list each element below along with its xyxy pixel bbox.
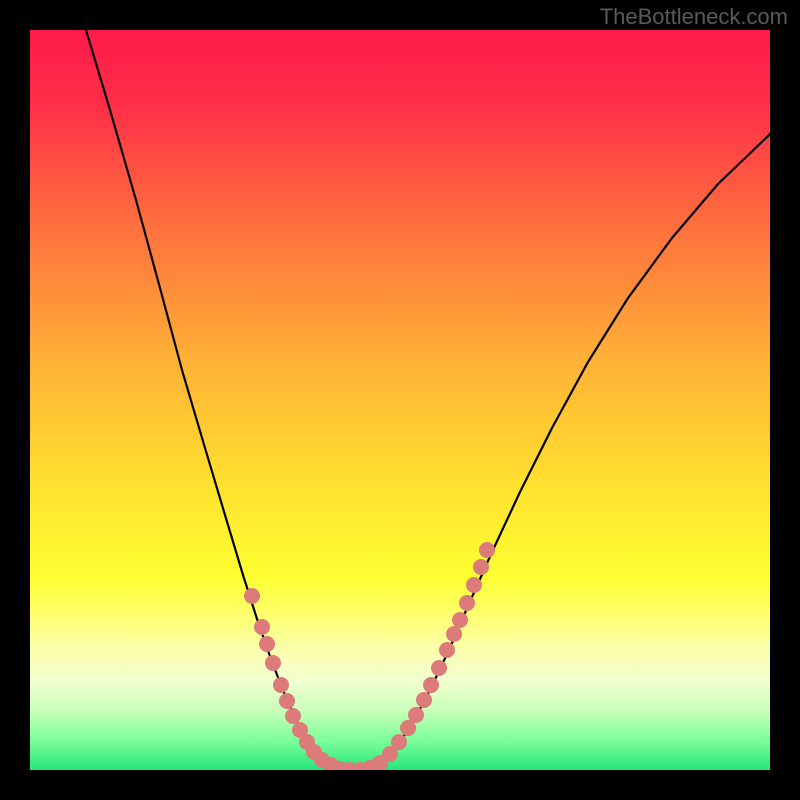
marker-point: [273, 677, 289, 693]
watermark-text: TheBottleneck.com: [600, 4, 788, 30]
marker-point: [285, 708, 301, 724]
marker-point: [439, 642, 455, 658]
marker-point: [473, 559, 489, 575]
marker-point: [416, 692, 432, 708]
marker-point: [452, 612, 468, 628]
marker-point: [431, 660, 447, 676]
marker-point: [391, 734, 407, 750]
marker-point: [459, 595, 475, 611]
chart-svg: [30, 30, 770, 770]
marker-point: [479, 542, 495, 558]
marker-point: [259, 636, 275, 652]
marker-point: [265, 655, 281, 671]
chart-background: [30, 30, 770, 770]
marker-point: [279, 693, 295, 709]
marker-point: [244, 588, 260, 604]
marker-point: [446, 626, 462, 642]
marker-point: [466, 577, 482, 593]
marker-point: [408, 707, 424, 723]
marker-point: [254, 619, 270, 635]
marker-point: [423, 677, 439, 693]
